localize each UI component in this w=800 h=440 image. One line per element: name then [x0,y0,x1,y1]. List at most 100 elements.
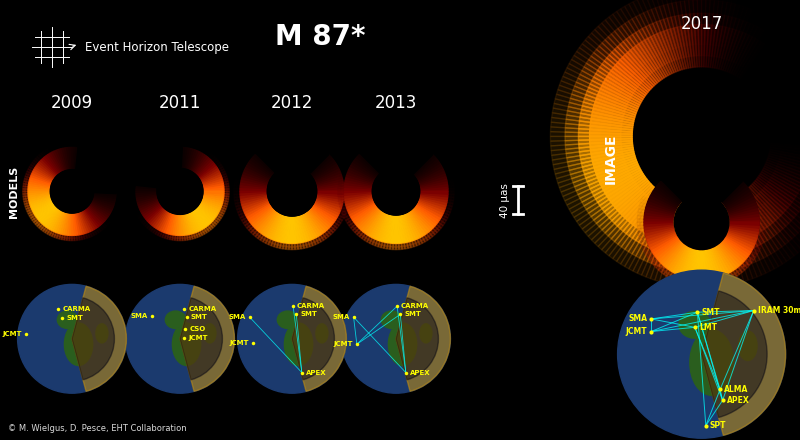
Wedge shape [572,165,615,183]
Wedge shape [317,178,343,186]
Wedge shape [649,196,676,210]
Wedge shape [684,167,694,195]
Wedge shape [318,240,321,243]
Wedge shape [650,231,670,280]
Wedge shape [710,205,719,248]
Wedge shape [226,201,228,204]
Wedge shape [410,212,426,235]
Wedge shape [551,149,602,160]
Wedge shape [633,46,661,81]
Wedge shape [94,196,115,203]
Wedge shape [591,29,630,67]
Wedge shape [726,233,744,283]
Wedge shape [237,197,240,200]
Wedge shape [202,229,206,232]
Wedge shape [283,243,286,246]
Wedge shape [26,189,28,191]
Wedge shape [390,139,394,167]
Wedge shape [770,147,800,158]
Wedge shape [550,139,601,146]
Wedge shape [606,17,640,59]
Wedge shape [222,205,224,208]
Wedge shape [730,224,759,228]
Wedge shape [26,187,28,189]
Wedge shape [758,191,791,224]
Wedge shape [398,244,402,246]
Wedge shape [422,240,425,243]
Wedge shape [370,213,385,238]
Wedge shape [754,253,758,257]
Wedge shape [713,205,722,247]
Wedge shape [354,159,377,177]
Wedge shape [375,214,387,240]
Wedge shape [281,217,288,243]
Wedge shape [72,236,74,238]
Wedge shape [726,274,730,278]
Wedge shape [136,189,156,191]
Wedge shape [30,162,34,166]
Wedge shape [344,183,371,189]
Wedge shape [563,72,610,96]
Wedge shape [42,157,58,174]
Wedge shape [421,183,448,189]
Wedge shape [646,246,650,250]
Wedge shape [344,191,371,194]
Wedge shape [385,216,392,243]
Circle shape [126,284,234,393]
Wedge shape [221,207,223,210]
Wedge shape [727,200,746,241]
Wedge shape [640,241,644,246]
Wedge shape [741,206,764,244]
Wedge shape [178,238,180,241]
Wedge shape [410,149,429,172]
Wedge shape [225,204,228,207]
Wedge shape [362,151,380,173]
Wedge shape [34,217,38,221]
Wedge shape [327,233,331,237]
Wedge shape [224,189,226,191]
Wedge shape [242,213,246,216]
Wedge shape [70,236,72,238]
Wedge shape [599,197,634,230]
Wedge shape [745,259,749,263]
Circle shape [157,169,203,214]
Wedge shape [318,195,343,202]
Wedge shape [318,193,344,197]
Wedge shape [286,244,290,246]
Wedge shape [625,187,656,220]
Wedge shape [33,169,52,181]
Wedge shape [407,213,422,238]
Wedge shape [590,126,633,132]
Wedge shape [345,197,372,205]
Wedge shape [735,38,758,77]
Wedge shape [745,226,770,273]
Wedge shape [709,167,719,195]
Wedge shape [691,283,695,286]
Wedge shape [664,202,680,243]
Wedge shape [222,175,224,178]
Wedge shape [375,243,379,247]
Wedge shape [211,225,215,228]
Wedge shape [642,247,646,252]
Wedge shape [686,14,694,56]
Wedge shape [234,200,238,204]
Wedge shape [418,241,422,245]
Wedge shape [695,280,698,283]
Wedge shape [250,207,272,224]
Wedge shape [413,209,433,230]
Text: SMA: SMA [130,313,148,319]
Wedge shape [730,232,748,282]
Wedge shape [375,143,387,169]
Wedge shape [147,223,150,226]
Wedge shape [366,212,382,235]
Wedge shape [394,139,396,166]
Circle shape [639,160,764,284]
Wedge shape [440,218,444,221]
Wedge shape [751,198,780,234]
Wedge shape [300,216,310,241]
Wedge shape [246,220,250,224]
Wedge shape [421,180,447,187]
Wedge shape [656,21,674,62]
Wedge shape [641,228,644,232]
Wedge shape [202,173,221,183]
